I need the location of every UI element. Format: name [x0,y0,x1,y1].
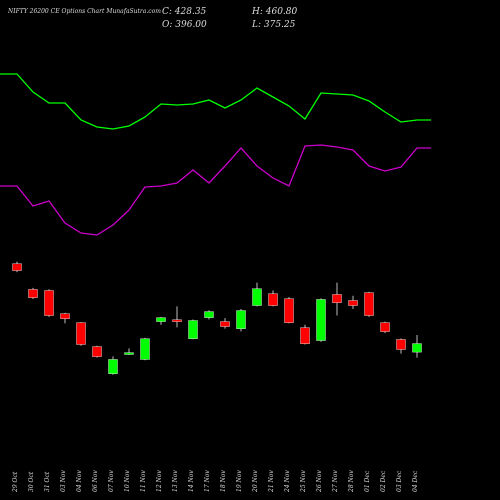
candle-body [380,322,390,332]
candle-body [204,311,214,318]
x-tick-label: 04 Dec [412,470,419,492]
candle-body [188,320,198,339]
x-tick-label: 21 Nov [268,470,275,493]
x-tick-label: 03 Dec [396,470,403,492]
candle-body [44,290,54,316]
ohlc-label: H: 460.80 [251,7,298,17]
candle-body [332,294,342,303]
candle-body [348,300,358,306]
x-tick-label: 29 Oct [12,471,19,493]
candle-body [364,292,374,316]
x-tick-label: 10 Nov [124,470,131,492]
candle-body [300,327,310,344]
candle-body [412,343,422,353]
candle-body [12,263,22,271]
x-tick-label: 27 Nov [332,470,339,493]
candle-body [268,293,278,306]
candle-body [108,359,118,374]
candle-body [60,313,70,319]
candle-body [124,352,134,355]
x-tick-label: 03 Nov [60,470,67,492]
x-tick-label: 17 Nov [204,470,211,492]
ohlc-label: L: 375.25 [251,20,296,30]
x-tick-label: 11 Nov [140,470,147,492]
candle-body [236,310,246,329]
x-tick-label: 02 Dec [380,470,387,492]
candle-body [284,298,294,323]
candle-body [252,288,262,306]
candle-body [172,319,182,322]
x-tick-label: 31 Oct [44,471,51,492]
candle-body [140,338,150,360]
ohlc-label: O: 396.00 [162,20,207,30]
chart-title: NIFTY 26200 CE Options Chart MunafaSutra… [7,8,161,15]
x-tick-label: 13 Nov [172,470,179,492]
ohlc-label: C: 428.35 [162,7,207,17]
x-tick-label: 18 Nov [220,470,227,492]
x-tick-label: 04 Nov [76,470,83,492]
x-tick-label: 25 Nov [300,470,307,493]
indicator-line [0,144,431,236]
indicator-line [0,73,431,130]
x-tick-label: 30 Oct [28,471,35,492]
x-tick-label: 24 Nov [284,470,291,493]
candle-body [76,322,86,345]
x-tick-label: 20 Nov [252,470,259,493]
candle-body [220,321,230,327]
x-tick-label: 07 Nov [108,470,115,492]
x-tick-label: 19 Nov [236,470,243,492]
candle-body [396,339,406,350]
x-tick-label: 01 Dec [364,470,371,492]
candle-body [92,346,102,357]
x-tick-label: 06 Nov [92,470,99,492]
candle-body [156,317,166,322]
x-tick-label: 28 Nov [348,470,355,493]
x-tick-label: 12 Nov [156,470,163,492]
x-tick-label: 14 Nov [188,470,195,492]
x-tick-label: 26 Nov [316,470,323,493]
candle-body [28,289,38,298]
candle-body [316,299,326,341]
